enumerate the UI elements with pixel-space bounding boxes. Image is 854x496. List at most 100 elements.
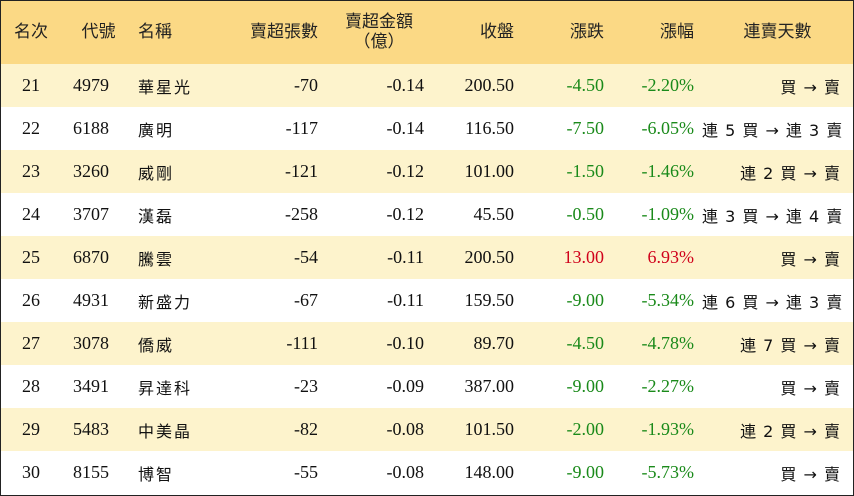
cell-name: 博智 bbox=[138, 464, 175, 484]
cell-name: 新盛力 bbox=[138, 292, 193, 312]
cell-streak: 連 3 買 → 連 4 賣 bbox=[702, 206, 844, 226]
cell-pct: -4.78% bbox=[641, 333, 695, 353]
cell-name: 昇達科 bbox=[138, 378, 193, 398]
cell-close: 101.00 bbox=[464, 161, 515, 181]
cell-close: 159.50 bbox=[464, 290, 515, 310]
cell-net-lots: -70 bbox=[294, 75, 318, 95]
table-row: 25 6870 騰雲 -54 -0.11 200.50 13.00 6.93% 買 → 賣 bbox=[1, 236, 853, 279]
cell-streak: 買 → 賣 bbox=[780, 77, 841, 97]
cell-net-lots: -111 bbox=[286, 333, 318, 353]
cell-pct: -2.27% bbox=[641, 376, 695, 396]
cell-net-amount: -0.08 bbox=[386, 462, 425, 482]
cell-streak: 買 → 賣 bbox=[780, 249, 841, 269]
cell-rank: 29 bbox=[22, 419, 40, 439]
header-net-amount: 賣超金額 （億） bbox=[326, 1, 432, 64]
cell-name: 華星光 bbox=[138, 77, 193, 97]
cell-name: 漢磊 bbox=[138, 206, 175, 226]
header-pct: 漲幅 bbox=[660, 21, 694, 42]
header-name: 名稱 bbox=[138, 21, 172, 42]
cell-streak: 連 5 買 → 連 3 賣 bbox=[702, 120, 844, 140]
cell-close: 148.00 bbox=[464, 462, 515, 482]
cell-code: 4931 bbox=[73, 290, 109, 310]
cell-streak: 連 6 買 → 連 3 賣 bbox=[702, 292, 844, 312]
cell-code: 6870 bbox=[73, 247, 109, 267]
cell-change: -4.50 bbox=[566, 75, 605, 95]
cell-code: 3491 bbox=[73, 376, 109, 396]
table-row: 24 3707 漢磊 -258 -0.12 45.50 -0.50 -1.09% 連 3 買 →… bbox=[1, 193, 853, 236]
header-change: 漲跌 bbox=[570, 21, 604, 42]
cell-rank: 22 bbox=[22, 118, 40, 138]
cell-change: -9.00 bbox=[566, 290, 605, 310]
cell-code: 3707 bbox=[73, 204, 109, 224]
cell-net-amount: -0.11 bbox=[387, 290, 424, 310]
cell-pct: -1.46% bbox=[641, 161, 695, 181]
cell-change: 13.00 bbox=[563, 247, 605, 267]
cell-streak: 連 2 買 → 賣 bbox=[740, 163, 841, 183]
header-close: 收盤 bbox=[480, 21, 514, 42]
cell-code: 6188 bbox=[73, 118, 109, 138]
cell-net-amount: -0.09 bbox=[386, 376, 425, 396]
cell-net-lots: -117 bbox=[285, 118, 318, 138]
cell-net-lots: -82 bbox=[294, 419, 318, 439]
cell-pct: 6.93% bbox=[647, 247, 695, 267]
cell-rank: 23 bbox=[22, 161, 40, 181]
cell-name: 僑威 bbox=[138, 335, 175, 355]
cell-close: 387.00 bbox=[464, 376, 515, 396]
table-row: 21 4979 華星光 -70 -0.14 200.50 -4.50 -2.20% 買 → 賣 bbox=[1, 64, 853, 107]
cell-close: 200.50 bbox=[464, 247, 515, 267]
cell-streak: 連 7 買 → 賣 bbox=[740, 335, 841, 355]
cell-net-amount: -0.11 bbox=[387, 247, 424, 267]
cell-net-lots: -258 bbox=[285, 204, 318, 224]
header-code: 代號 bbox=[81, 21, 116, 42]
cell-change: -7.50 bbox=[566, 118, 605, 138]
cell-code: 3260 bbox=[73, 161, 109, 181]
cell-change: -1.50 bbox=[566, 161, 605, 181]
header-rank: 名次 bbox=[14, 21, 48, 42]
cell-streak: 買 → 賣 bbox=[780, 464, 841, 484]
cell-streak: 連 2 買 → 賣 bbox=[740, 421, 841, 441]
table-row: 29 5483 中美晶 -82 -0.08 101.50 -2.00 -1.93% 連 2 買 … bbox=[1, 408, 853, 451]
cell-change: -2.00 bbox=[566, 419, 605, 439]
cell-close: 89.70 bbox=[473, 333, 515, 353]
cell-code: 4979 bbox=[73, 75, 109, 95]
cell-name: 騰雲 bbox=[138, 249, 175, 269]
cell-net-amount: -0.10 bbox=[386, 333, 425, 353]
cell-net-amount: -0.12 bbox=[386, 204, 425, 224]
cell-net-amount: -0.08 bbox=[386, 419, 425, 439]
cell-name: 中美晶 bbox=[138, 421, 193, 441]
cell-rank: 24 bbox=[22, 204, 40, 224]
cell-net-amount: -0.14 bbox=[386, 118, 425, 138]
cell-rank: 30 bbox=[22, 462, 40, 482]
cell-change: -9.00 bbox=[566, 376, 605, 396]
cell-pct: -6.05% bbox=[641, 118, 695, 138]
cell-net-lots: -55 bbox=[294, 462, 318, 482]
cell-close: 116.50 bbox=[465, 118, 514, 138]
cell-close: 200.50 bbox=[464, 75, 515, 95]
table-row: 30 8155 博智 -55 -0.08 148.00 -9.00 -5.73% 買 → 賣 bbox=[1, 451, 853, 494]
cell-change: -9.00 bbox=[566, 462, 605, 482]
header-streak: 連賣天數 bbox=[743, 21, 812, 42]
cell-rank: 21 bbox=[22, 75, 40, 95]
header-net-amount-line2: （億） bbox=[353, 31, 405, 52]
cell-change: -0.50 bbox=[566, 204, 605, 224]
cell-name: 威剛 bbox=[138, 163, 175, 183]
header-net-amount-line1: 賣超金額 bbox=[345, 11, 413, 32]
cell-name: 廣明 bbox=[138, 120, 175, 140]
cell-pct: -5.34% bbox=[641, 290, 695, 310]
cell-net-lots: -67 bbox=[294, 290, 318, 310]
cell-code: 8155 bbox=[73, 462, 109, 482]
table-row: 22 6188 廣明 -117 -0.14 116.50 -7.50 -6.05% 連 5 買 … bbox=[1, 107, 853, 150]
cell-pct: -2.20% bbox=[641, 75, 695, 95]
cell-close: 45.50 bbox=[473, 204, 515, 224]
cell-net-lots: -23 bbox=[294, 376, 318, 396]
cell-code: 5483 bbox=[73, 419, 109, 439]
cell-streak: 買 → 賣 bbox=[780, 378, 841, 398]
table-row: 26 4931 新盛力 -67 -0.11 159.50 -9.00 -5.34% 連 6 買 … bbox=[1, 279, 853, 322]
cell-rank: 27 bbox=[22, 333, 40, 353]
cell-rank: 25 bbox=[22, 247, 40, 267]
table-header-row: 名次 代號 名稱 賣超張數 賣超金額 （億） 收盤 漲跌 漲幅 連賣天數 bbox=[1, 1, 853, 64]
header-net-lots: 賣超張數 bbox=[250, 21, 318, 42]
cell-net-amount: -0.14 bbox=[386, 75, 425, 95]
